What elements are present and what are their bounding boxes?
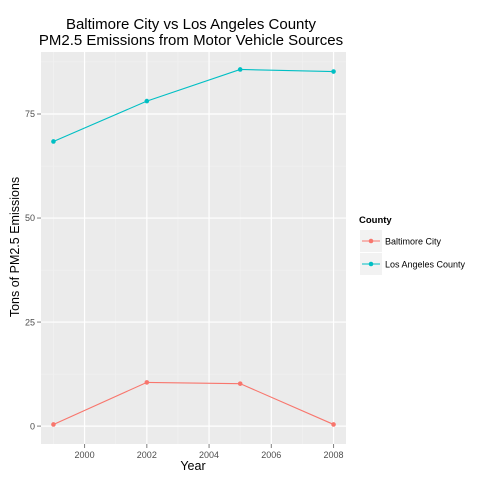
data-point-los-angeles-county — [331, 69, 336, 74]
series-los-angeles-county — [51, 67, 336, 144]
series-line-baltimore-city — [53, 381, 334, 425]
y-tick-label: 25 — [25, 317, 35, 327]
x-tick-label: 2004 — [199, 450, 219, 460]
grid-major — [41, 52, 346, 444]
data-point-baltimore-city — [331, 422, 336, 427]
chart-title-line-2: PM2.5 Emissions from Motor Vehicle Sourc… — [39, 32, 343, 49]
legend-label: Baltimore City — [385, 237, 442, 247]
x-tick-label: 2006 — [261, 450, 281, 460]
data-point-los-angeles-county — [237, 67, 243, 72]
grid-minor — [41, 52, 346, 444]
legend-label: Los Angeles County — [385, 260, 466, 270]
legend-key-point — [368, 261, 374, 267]
data-point-los-angeles-county — [51, 139, 56, 144]
series-line-los-angeles-county — [53, 68, 334, 142]
legend-title: County — [359, 215, 392, 226]
series-layer — [51, 67, 336, 427]
y-tick-label: 50 — [25, 213, 35, 223]
x-tick-label: 2002 — [137, 450, 157, 460]
x-axis-title: Year — [180, 459, 205, 473]
y-axis-ticks: 0 25 50 75 — [25, 109, 41, 431]
x-tick-label: 2000 — [75, 450, 95, 460]
x-tick-label: 2008 — [324, 450, 344, 460]
legend: County Baltimore City Los Angeles County — [359, 215, 466, 275]
legend-items: Baltimore City Los Angeles County — [360, 230, 466, 275]
data-point-baltimore-city — [237, 381, 243, 386]
data-point-baltimore-city — [144, 380, 150, 385]
chart-title: Baltimore City vs Los Angeles County PM2… — [39, 16, 343, 49]
data-point-baltimore-city — [51, 422, 56, 427]
x-axis-ticks: 2000 2002 2004 2006 2008 — [75, 444, 344, 460]
y-tick-label: 75 — [25, 109, 35, 119]
data-point-los-angeles-county — [144, 98, 150, 104]
chart-title-line-1: Baltimore City vs Los Angeles County — [66, 16, 317, 33]
legend-item-los-angeles-county: Los Angeles County — [360, 253, 466, 275]
y-tick-label: 0 — [30, 421, 35, 431]
legend-item-baltimore-city: Baltimore City — [360, 230, 442, 252]
plot-panel — [41, 52, 346, 444]
series-baltimore-city — [51, 380, 336, 427]
y-axis-title: Tons of PM2.5 Emissions — [8, 177, 22, 317]
legend-key-point — [368, 238, 374, 244]
